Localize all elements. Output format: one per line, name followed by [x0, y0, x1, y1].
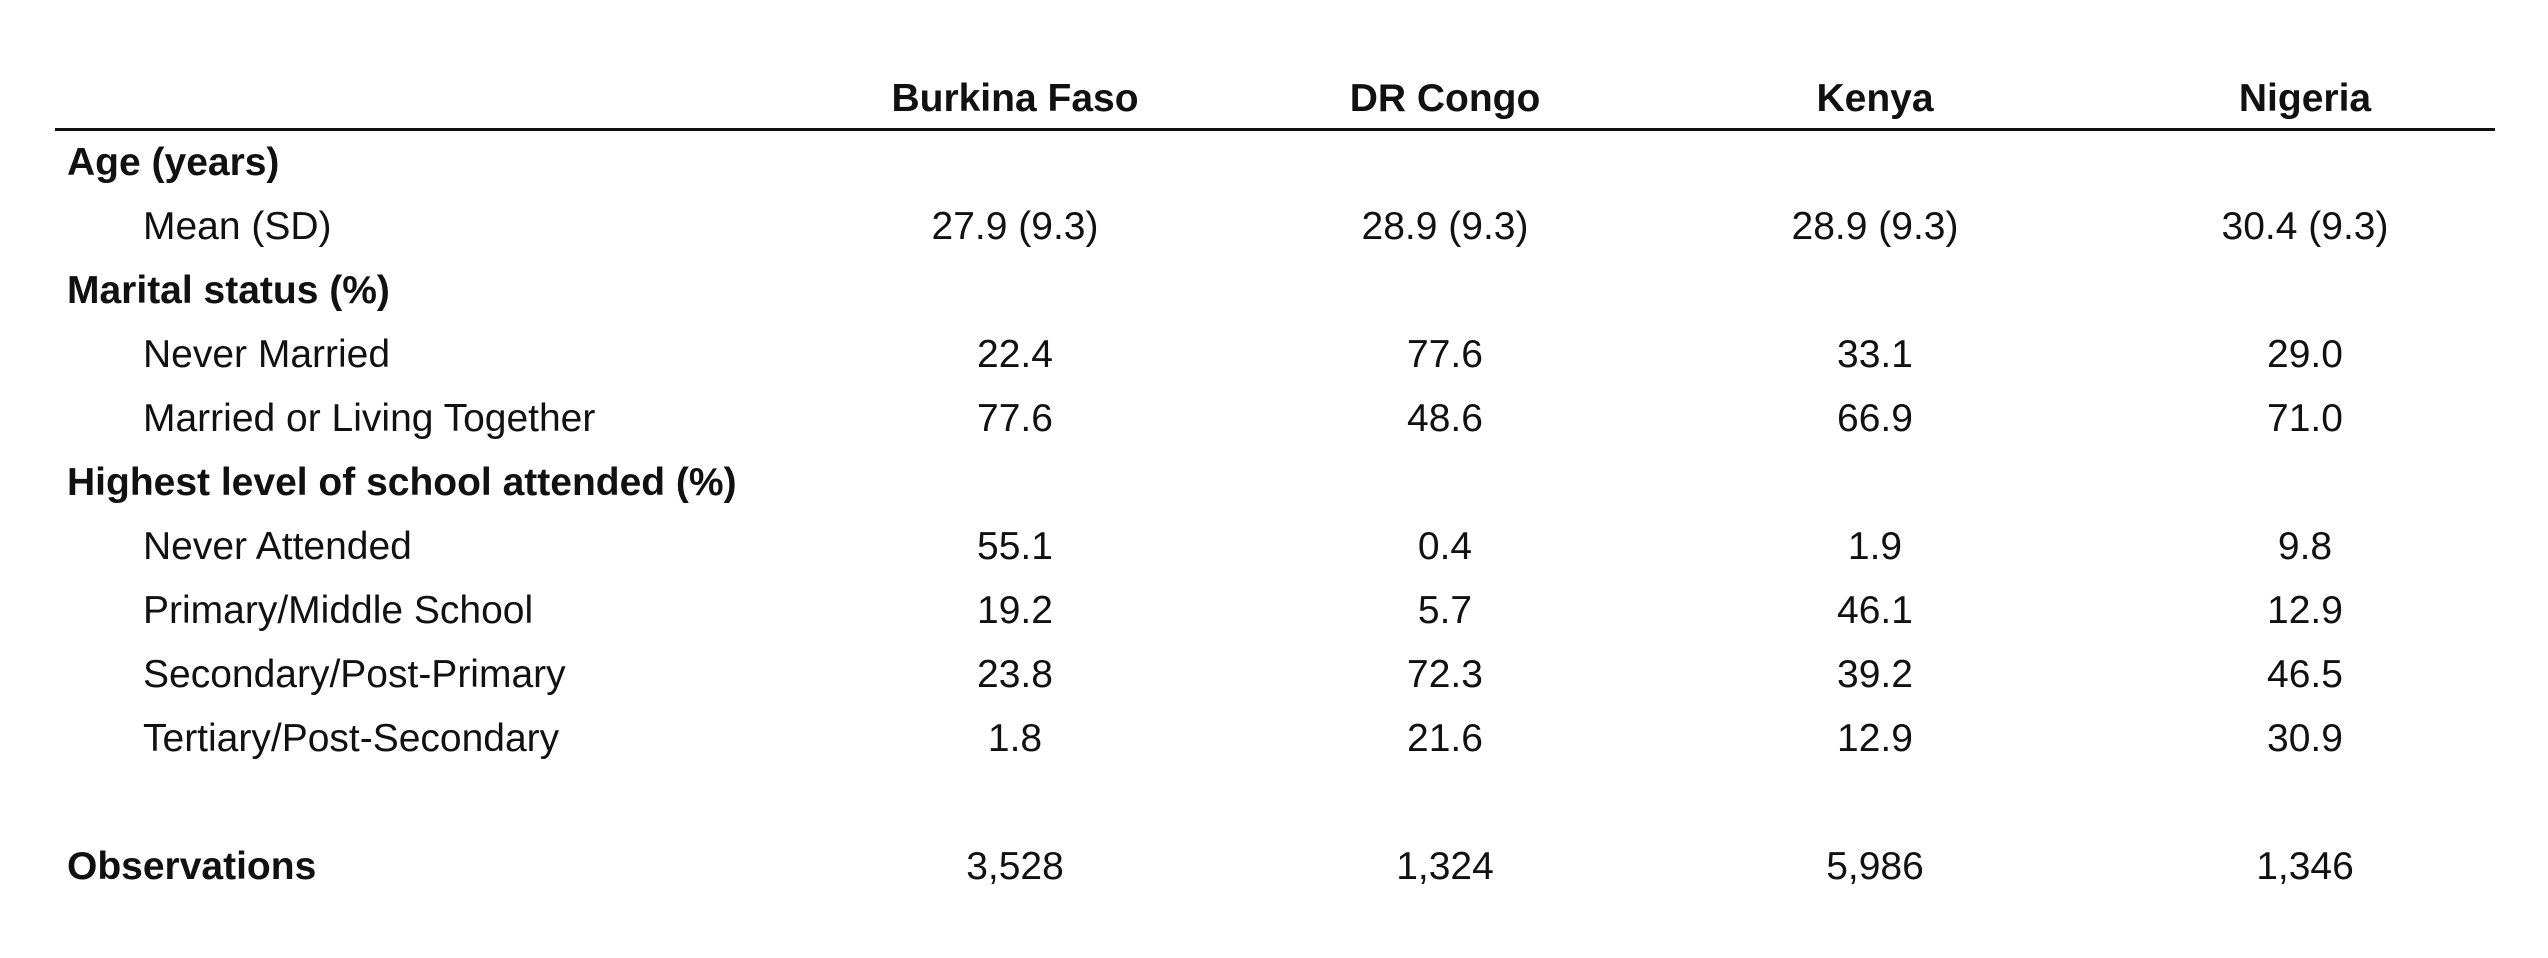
observations-label: Observations: [67, 845, 317, 888]
cell-value: 23.8: [977, 653, 1053, 696]
cell-value: 28.9 (9.3): [1791, 205, 1959, 248]
cell-value: 1.9: [1847, 525, 1903, 568]
cell-value: 22.4: [977, 333, 1053, 376]
cell-value: 1.8: [987, 717, 1043, 760]
cell-value: 3,528: [966, 845, 1064, 888]
column-header-dr-congo: DR Congo: [1349, 77, 1541, 120]
cell-value: 72.3: [1407, 653, 1483, 696]
column-header-kenya: Kenya: [1816, 77, 1934, 120]
row-label: Secondary/Post-Primary: [143, 653, 566, 696]
section-heading-row: Highest level of school attended (%): [55, 454, 2495, 512]
cell-value: 46.5: [2267, 653, 2343, 696]
row-label: Never Attended: [143, 525, 412, 568]
section-heading-row: Marital status (%): [55, 262, 2495, 320]
cell-value: 28.9 (9.3): [1361, 205, 1529, 248]
table-row: Tertiary/Post-Secondary 1.8 21.6 12.9 30…: [55, 710, 2495, 768]
cell-value: 48.6: [1407, 397, 1483, 440]
row-label: Married or Living Together: [143, 397, 596, 440]
cell-value: 66.9: [1837, 397, 1913, 440]
cell-value: 77.6: [1407, 333, 1483, 376]
cell-value: 1,324: [1396, 845, 1494, 888]
cell-value: 1,346: [2256, 845, 2354, 888]
table-header-row: Burkina Faso DR Congo Kenya Nigeria: [55, 70, 2495, 131]
column-header-burkina-faso: Burkina Faso: [891, 77, 1139, 120]
section-title-school: Highest level of school attended (%): [67, 461, 737, 504]
cell-value: 71.0: [2267, 397, 2343, 440]
row-label: Never Married: [143, 333, 391, 376]
cell-value: 9.8: [2277, 525, 2333, 568]
cell-value: 39.2: [1837, 653, 1913, 696]
table-row: Married or Living Together 77.6 48.6 66.…: [55, 390, 2495, 448]
table-row: Secondary/Post-Primary 23.8 72.3 39.2 46…: [55, 646, 2495, 704]
cell-value: 12.9: [2267, 589, 2343, 632]
cell-value: 19.2: [977, 589, 1053, 632]
table-row: Never Married 22.4 77.6 33.1 29.0: [55, 326, 2495, 384]
cell-value: 21.6: [1407, 717, 1483, 760]
cell-value: 27.9 (9.3): [931, 205, 1099, 248]
cell-value: 29.0: [2267, 333, 2343, 376]
cell-value: 46.1: [1837, 589, 1913, 632]
table-row: Primary/Middle School 19.2 5.7 46.1 12.9: [55, 582, 2495, 640]
cell-value: 33.1: [1837, 333, 1913, 376]
cell-value: 77.6: [977, 397, 1053, 440]
column-header-nigeria: Nigeria: [2238, 77, 2372, 120]
cell-value: 30.9: [2267, 717, 2343, 760]
cell-value: 30.4 (9.3): [2221, 205, 2389, 248]
section-heading-row: Age (years): [55, 134, 2495, 192]
table-row: Never Attended 55.1 0.4 1.9 9.8: [55, 518, 2495, 576]
row-label: Mean (SD): [143, 205, 332, 248]
cell-value: 5.7: [1417, 589, 1473, 632]
table-row: Mean (SD) 27.9 (9.3) 28.9 (9.3) 28.9 (9.…: [55, 198, 2495, 256]
row-label: Tertiary/Post-Secondary: [143, 717, 560, 760]
observations-row: Observations 3,528 1,324 5,986 1,346: [55, 838, 2495, 896]
cell-value: 12.9: [1837, 717, 1913, 760]
section-title-age: Age (years): [67, 141, 280, 184]
cell-value: 55.1: [977, 525, 1053, 568]
section-title-marital-status: Marital status (%): [67, 269, 390, 312]
cell-value: 5,986: [1826, 845, 1924, 888]
cell-value: 0.4: [1417, 525, 1473, 568]
row-label: Primary/Middle School: [143, 589, 534, 632]
